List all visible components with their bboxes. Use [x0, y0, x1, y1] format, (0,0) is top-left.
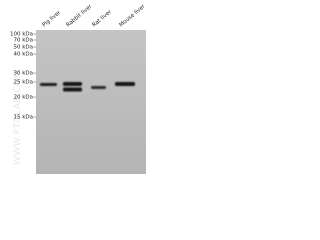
- marker-label: 30 kDa: [13, 71, 33, 77]
- marker-label: 50 kDa: [13, 45, 33, 51]
- lane-label: Pig liver: [41, 9, 62, 28]
- band: [63, 82, 82, 86]
- lane-label: Rabbit liver: [65, 3, 94, 28]
- lane-label: Rat liver: [91, 9, 113, 29]
- band: [115, 82, 135, 86]
- marker-label: 25 kDa: [13, 80, 33, 86]
- marker-label: 100 kDa: [10, 32, 33, 38]
- marker-label: 40 kDa: [13, 52, 33, 58]
- band: [91, 86, 106, 89]
- watermark: WWW.PTGLAB.COM: [13, 70, 23, 165]
- membrane: [36, 30, 146, 174]
- western-blot: WWW.PTGLAB.COM Pig liver Rabbit liverRat …: [10, 3, 147, 174]
- page: WWW.PTGLAB.COM Pig liver Rabbit liver Rat …: [9, 3, 148, 174]
- marker-label: 15 kDa: [13, 115, 33, 121]
- band: [63, 87, 82, 92]
- band: [40, 83, 57, 86]
- marker-label: 20 kDa: [13, 95, 33, 101]
- lane-label: Mouse liver: [118, 3, 147, 28]
- marker-label: 70 kDa: [13, 38, 33, 44]
- bands: [40, 82, 135, 92]
